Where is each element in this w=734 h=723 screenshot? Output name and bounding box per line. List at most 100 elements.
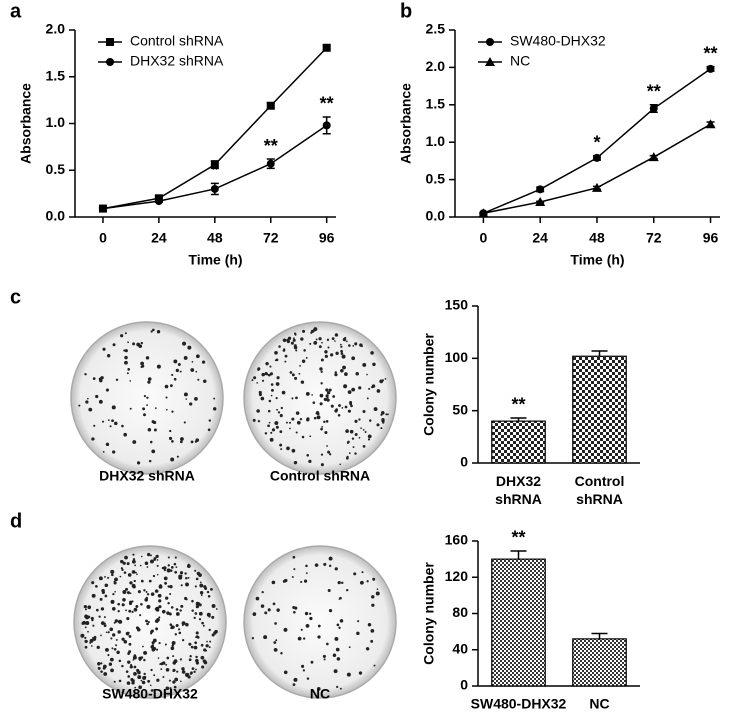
colony <box>369 419 372 422</box>
colony <box>83 605 87 609</box>
y-tick-label: 0 <box>460 677 468 693</box>
colony <box>124 349 128 353</box>
colony <box>136 342 141 347</box>
colony <box>166 568 171 573</box>
y-axis-label: Absorbance <box>398 83 414 164</box>
colony <box>170 457 175 462</box>
colony <box>251 637 254 640</box>
colony <box>269 372 274 376</box>
colony <box>265 361 269 366</box>
colony <box>343 384 348 389</box>
colony <box>181 624 184 627</box>
colony <box>199 583 204 588</box>
bar <box>572 638 627 687</box>
colony <box>112 633 116 637</box>
colony <box>149 684 152 687</box>
colony <box>143 650 148 655</box>
colony <box>294 376 298 380</box>
colony <box>207 428 211 432</box>
colony <box>123 349 126 352</box>
colony <box>295 349 298 352</box>
colony <box>111 405 116 410</box>
data-point <box>210 160 219 169</box>
colony <box>195 661 200 665</box>
colony <box>324 350 328 354</box>
colony <box>316 415 321 420</box>
colony <box>375 591 380 596</box>
colony <box>321 341 323 344</box>
colony <box>188 658 192 662</box>
colony <box>323 397 328 402</box>
colony <box>345 429 349 433</box>
colony <box>320 463 324 467</box>
colony <box>370 629 375 633</box>
colony <box>113 647 117 651</box>
colony <box>111 647 114 650</box>
colony <box>168 679 171 682</box>
y-tick-label: 0.5 <box>46 161 66 177</box>
colony <box>316 412 320 416</box>
data-point <box>648 152 659 162</box>
colony <box>152 574 156 578</box>
colony <box>136 573 138 576</box>
y-tick-label: 0.0 <box>46 208 66 224</box>
colony <box>137 670 141 675</box>
colony <box>264 372 268 376</box>
colony <box>283 670 288 675</box>
colony <box>268 421 271 424</box>
colony <box>267 409 271 413</box>
colony <box>200 594 203 597</box>
x-tick-label: 0 <box>99 230 107 246</box>
colony <box>87 630 89 633</box>
colony <box>151 644 155 647</box>
colony <box>309 612 312 615</box>
data-point <box>322 121 331 130</box>
colony <box>132 585 136 589</box>
colony <box>316 687 321 691</box>
colony <box>136 627 141 632</box>
y-tick-label: 1.5 <box>46 67 66 83</box>
colony <box>294 333 297 336</box>
colony <box>283 627 288 632</box>
colony <box>149 440 153 444</box>
colony <box>174 677 179 682</box>
colony <box>171 644 175 647</box>
colony <box>349 429 354 434</box>
colony <box>251 379 254 382</box>
colony <box>179 370 182 373</box>
colony <box>81 621 85 625</box>
colony <box>102 664 107 669</box>
colony <box>291 575 294 578</box>
colony <box>334 567 338 571</box>
colony <box>187 345 192 350</box>
colony <box>146 566 149 568</box>
colony <box>171 373 174 377</box>
x-tick-label: NC <box>589 696 609 712</box>
data-point <box>266 159 275 168</box>
colony <box>90 616 94 620</box>
colony <box>258 392 262 397</box>
colony <box>284 360 287 363</box>
colony <box>148 579 152 583</box>
colony <box>115 638 118 641</box>
colony <box>170 646 175 651</box>
colony <box>261 379 265 382</box>
colony <box>211 615 215 619</box>
colony <box>124 360 128 365</box>
colony <box>169 585 173 589</box>
colony <box>264 432 268 435</box>
colony <box>140 602 143 606</box>
colony <box>141 680 146 685</box>
colony <box>280 448 283 451</box>
colony <box>118 659 122 663</box>
colony <box>193 616 196 620</box>
colony <box>112 450 116 454</box>
colony <box>110 637 113 640</box>
y-tick-label: 1.5 <box>426 96 446 112</box>
colony <box>124 555 128 560</box>
colony <box>153 557 157 561</box>
panel-label: a <box>10 0 22 22</box>
colony <box>132 571 135 574</box>
colony <box>183 392 188 397</box>
colony <box>336 685 339 689</box>
